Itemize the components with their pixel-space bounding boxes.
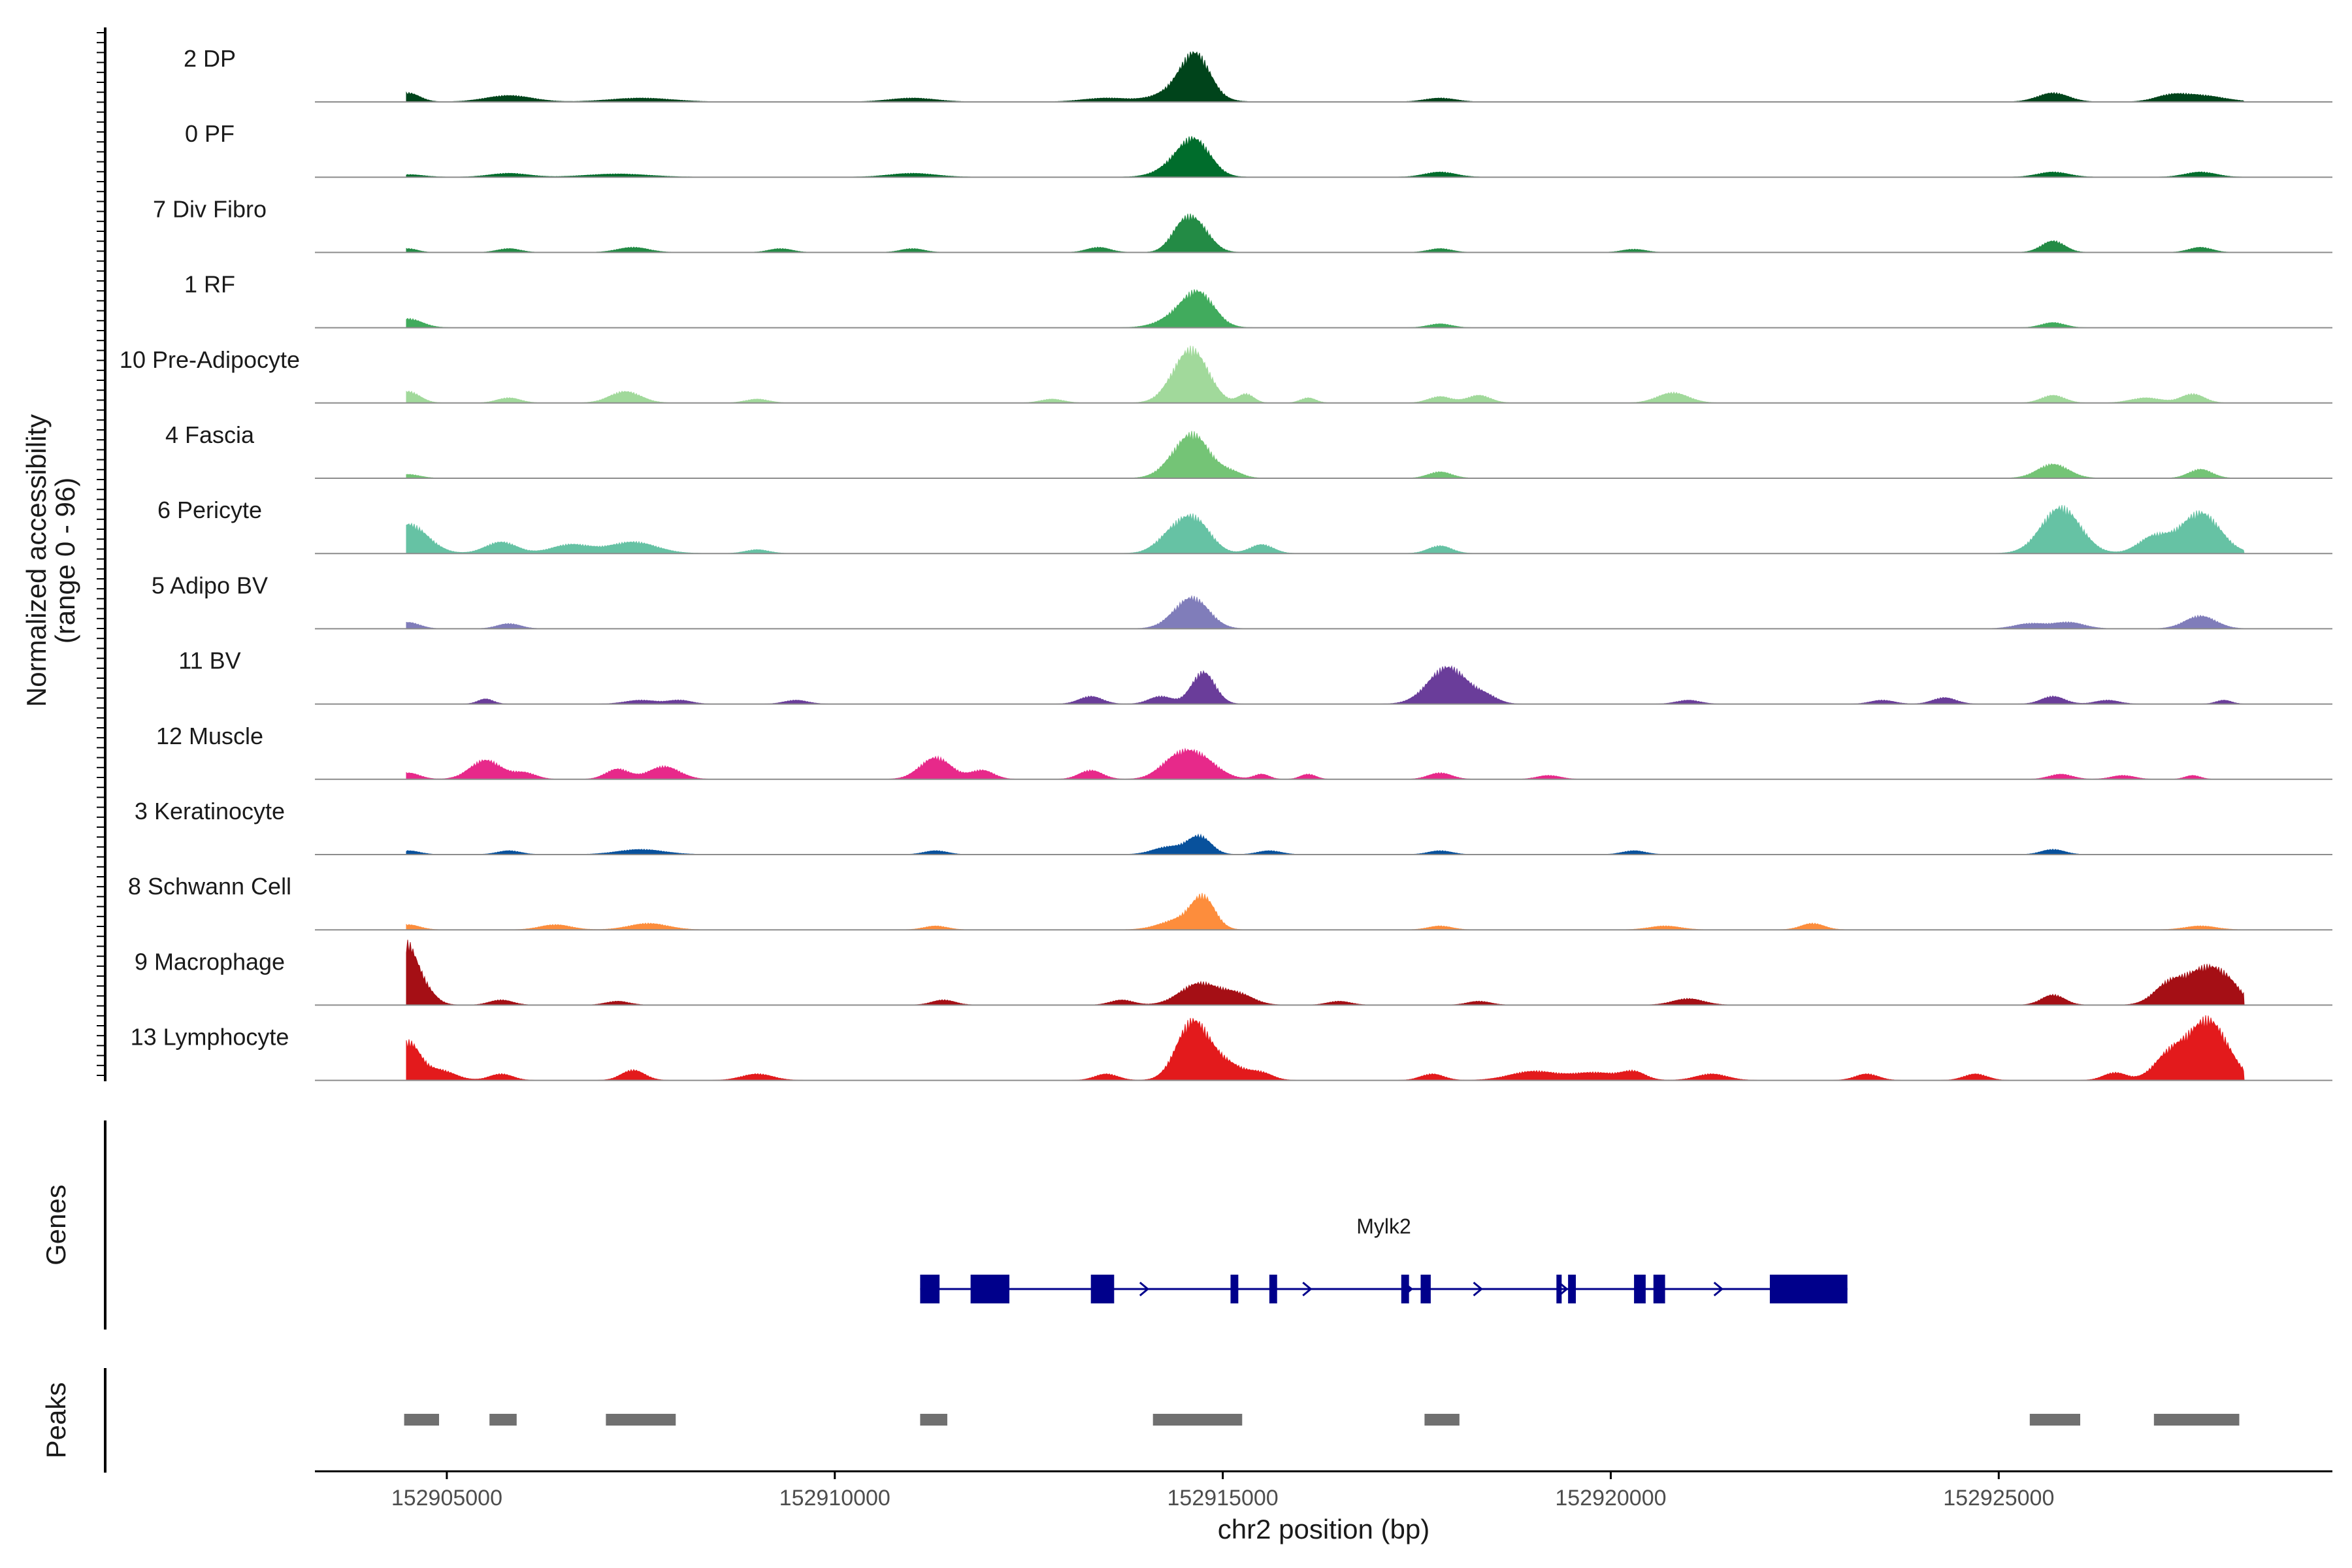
- track-area: [406, 51, 2245, 103]
- track-label: 0 PF: [185, 120, 235, 147]
- x-tick-label: 152915000: [1168, 1486, 1279, 1511]
- track-label: 7 Div Fibro: [153, 195, 267, 222]
- gene-model: Mylk2: [920, 1215, 1848, 1303]
- x-tick-label: 152910000: [779, 1486, 890, 1511]
- gene-exon: [1401, 1275, 1409, 1303]
- track-label: 5 Adipo BV: [152, 572, 268, 598]
- track-label: 4 Fascia: [165, 421, 255, 448]
- track-10: 12 Muscle: [156, 723, 2332, 780]
- strand-arrow: [1713, 1281, 1724, 1297]
- track-12: 8 Schwann Cell: [128, 873, 2332, 931]
- accessibility-tracks: 2 DP 0 PF 7 Div Fibro 1 RF 10 Pre-Adipocyte 4…: [120, 45, 2332, 1081]
- track-area: [406, 431, 2244, 479]
- track-3: 7 Div Fibro: [153, 195, 2332, 253]
- peak-bar: [489, 1414, 517, 1426]
- track-5: 10 Pre-Adipocyte: [120, 346, 2332, 404]
- track-label: 9 Macrophage: [135, 948, 285, 975]
- gene-exon: [1634, 1275, 1646, 1303]
- gene-exon: [970, 1275, 1009, 1303]
- track-13: 9 Macrophage: [135, 939, 2332, 1006]
- strand-arrow: [1473, 1281, 1483, 1297]
- track-area: [406, 595, 2245, 629]
- gene-exon: [1269, 1275, 1277, 1303]
- gene-exon: [1568, 1275, 1576, 1303]
- peak-bar: [2153, 1414, 2240, 1426]
- peak-bars: [404, 1414, 2240, 1426]
- track-9: 11 BV: [178, 647, 2332, 705]
- gene-exon: [1653, 1275, 1665, 1303]
- x-axis: 152905000 152910000 152915000 152920000 1529…: [315, 1470, 2332, 1511]
- track-label: 2 DP: [184, 45, 236, 72]
- track-area: [406, 136, 2245, 178]
- gene-exon: [920, 1275, 940, 1303]
- x-axis-title: chr2 position (bp): [1218, 1514, 1430, 1544]
- track-area: [406, 505, 2245, 554]
- gene-exon: [1556, 1275, 1562, 1303]
- track-area: [406, 939, 2245, 1005]
- y-axis: [97, 27, 106, 1081]
- gene-exon: [1769, 1275, 1848, 1303]
- track-2: 0 PF: [185, 120, 2332, 178]
- gene-exon: [1090, 1275, 1115, 1303]
- track-8: 5 Adipo BV: [152, 572, 2332, 630]
- track-4: 1 RF: [184, 271, 2332, 329]
- y-axis-title: Normalized accessibility (range 0 - 96): [21, 414, 80, 707]
- peak-bar: [920, 1414, 947, 1426]
- y-axis-title-line1: Normalized accessibility: [21, 414, 52, 707]
- x-tick-label: 152925000: [1943, 1486, 2054, 1511]
- peak-bar: [1424, 1414, 1460, 1426]
- track-label: 8 Schwann Cell: [128, 873, 291, 900]
- track-label: 6 Pericyte: [157, 497, 262, 523]
- track-area: [406, 665, 2245, 705]
- x-tick-label: 152920000: [1555, 1486, 1666, 1511]
- track-label: 3 Keratinocyte: [135, 798, 285, 825]
- peak-bar: [606, 1414, 676, 1426]
- track-label: 10 Pre-Adipocyte: [120, 346, 300, 373]
- track-1: 2 DP: [184, 45, 2332, 103]
- genes-axis-title: Genes: [41, 1184, 71, 1266]
- track-area: [406, 1015, 2245, 1081]
- track-area: [406, 289, 2244, 329]
- peak-bar: [404, 1414, 440, 1426]
- track-6: 4 Fascia: [165, 421, 2332, 479]
- x-tick-label: 152905000: [391, 1486, 502, 1511]
- track-label: 13 Lymphocyte: [131, 1024, 289, 1051]
- track-label: 12 Muscle: [156, 723, 263, 749]
- gene-exon: [1420, 1275, 1431, 1303]
- gene-exon: [1230, 1275, 1239, 1303]
- gene-name-label: Mylk2: [1356, 1215, 1411, 1238]
- peak-bar: [2029, 1414, 2080, 1426]
- track-14: 13 Lymphocyte: [131, 1015, 2332, 1081]
- y-axis-title-line2: (range 0 - 96): [50, 478, 80, 644]
- track-label: 1 RF: [184, 271, 235, 298]
- genes-panel: Genes Mylk2: [41, 1120, 1848, 1330]
- track-area: [406, 213, 2244, 253]
- track-area: [406, 346, 2244, 404]
- track-area: [406, 833, 2244, 855]
- peaks-axis-title: Peaks: [41, 1382, 71, 1459]
- peaks-panel: Peaks: [41, 1368, 2240, 1473]
- strand-arrow: [1139, 1281, 1150, 1297]
- strand-arrow: [1302, 1281, 1313, 1297]
- track-7: 6 Pericyte: [157, 497, 2332, 555]
- track-area: [406, 747, 2244, 780]
- peak-bar: [1152, 1414, 1243, 1426]
- track-area: [406, 892, 2245, 930]
- track-11: 3 Keratinocyte: [135, 798, 2332, 855]
- track-label: 11 BV: [178, 647, 240, 674]
